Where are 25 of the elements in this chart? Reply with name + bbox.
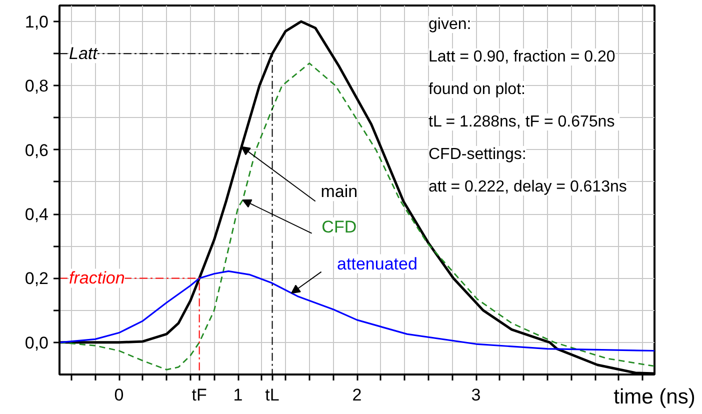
text: CFD — [322, 217, 357, 236]
y-tick-label: 0,4 — [24, 205, 49, 224]
text: main — [320, 182, 358, 202]
y-tick-label: 1,0 — [24, 12, 49, 32]
annotation: att = 0.222, delay = 0.613ns — [428, 178, 627, 196]
x-axis-title: time (ns) — [614, 386, 696, 408]
series-label: Latt — [69, 44, 99, 64]
x-tick-label: tF — [192, 386, 207, 404]
text: attenuated — [337, 254, 418, 274]
x-tick-label: tL — [265, 386, 280, 404]
x-tick-label: 3 — [471, 386, 481, 404]
x-tick-label: 0 — [114, 386, 124, 404]
y-tick-label: 0,8 — [24, 76, 49, 96]
annotation: tL = 1.288ns, tF = 0.675ns — [428, 114, 615, 130]
annotation: Latt = 0.90, fraction = 0.20 — [428, 48, 616, 66]
series-label: fraction — [69, 268, 125, 288]
annotation: CFD-settings: — [428, 146, 526, 163]
x-tick-label: 2 — [352, 386, 362, 404]
annotation: given: — [428, 16, 472, 33]
y-tick-label: 0,6 — [24, 140, 49, 160]
annotation: found on plot: — [428, 81, 526, 98]
y-tick-label: 0,2 — [24, 269, 49, 288]
x-tick-label: 1 — [233, 386, 243, 404]
y-tick-label: 0,0 — [24, 333, 49, 352]
line-series — [60, 270, 654, 352]
